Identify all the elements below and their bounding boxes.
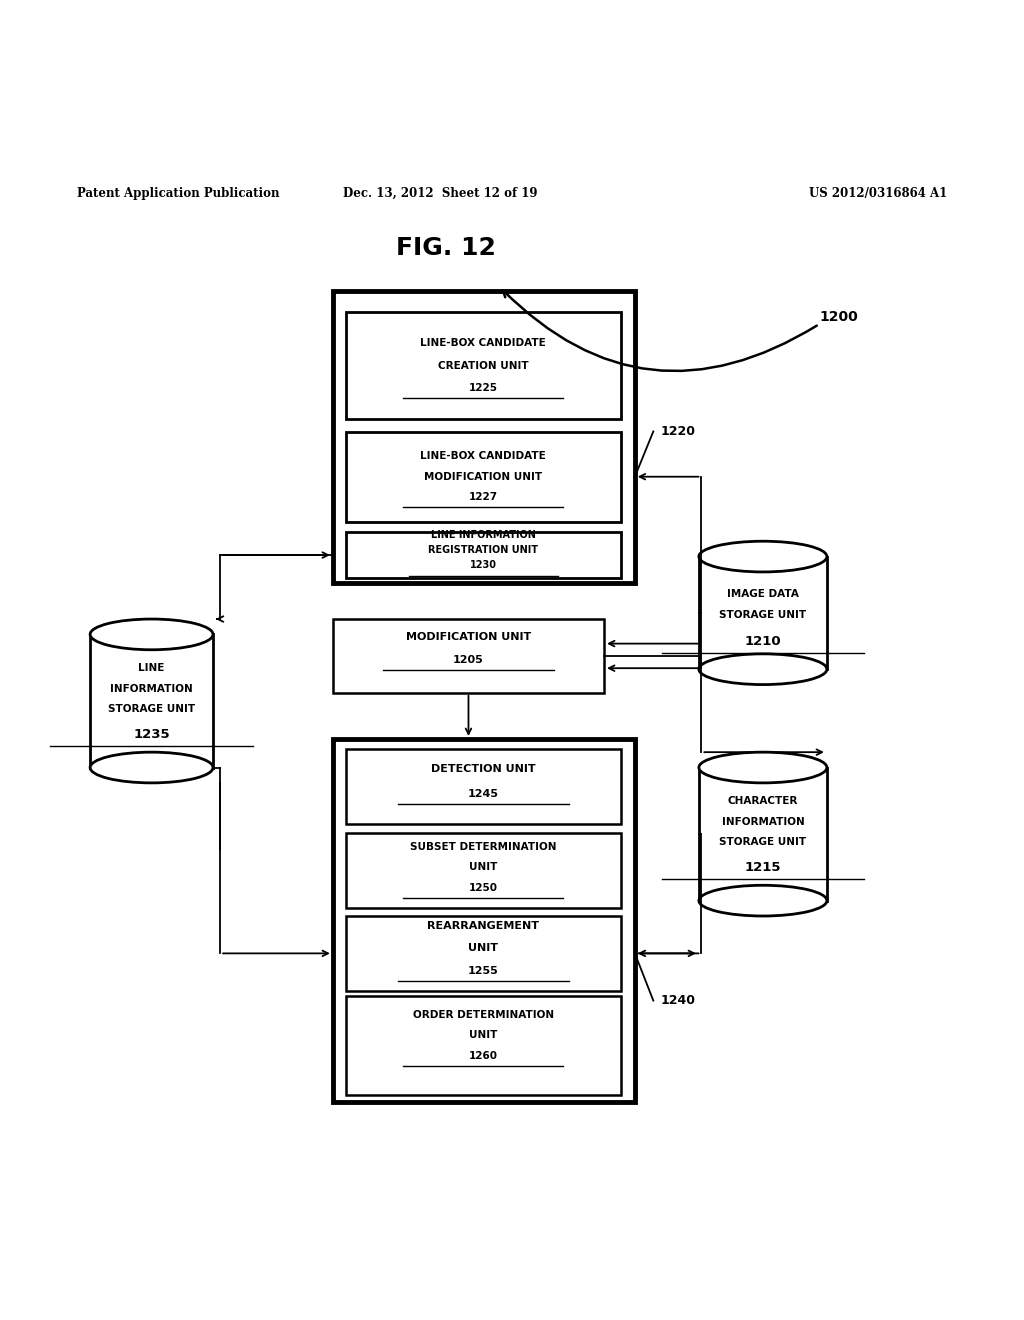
Text: 1245: 1245 [468,788,499,799]
Text: 1240: 1240 [660,994,695,1007]
Ellipse shape [90,752,213,783]
Text: 1215: 1215 [744,862,781,874]
Text: IMAGE DATA: IMAGE DATA [727,590,799,599]
Ellipse shape [698,752,827,783]
Bar [333,292,635,583]
Text: REARRANGEMENT: REARRANGEMENT [427,921,540,931]
Ellipse shape [698,541,827,572]
Text: LINE INFORMATION: LINE INFORMATION [431,529,536,540]
Text: MODIFICATION UNIT: MODIFICATION UNIT [424,471,543,482]
Bar [90,635,213,767]
Text: 1227: 1227 [469,492,498,502]
Text: STORAGE UNIT: STORAGE UNIT [719,837,807,847]
Text: STORAGE UNIT: STORAGE UNIT [108,704,196,714]
Ellipse shape [90,619,213,649]
FancyArrowPatch shape [503,290,817,371]
Text: REGISTRATION UNIT: REGISTRATION UNIT [428,545,539,554]
Bar [698,767,827,900]
Text: LINE: LINE [138,663,165,673]
Text: LINE-BOX CANDIDATE: LINE-BOX CANDIDATE [421,338,546,348]
Text: 1260: 1260 [469,1051,498,1061]
Ellipse shape [698,886,827,916]
Bar [333,619,604,693]
Bar [333,739,635,1102]
Bar [346,916,621,991]
Text: STORAGE UNIT: STORAGE UNIT [719,610,807,620]
Text: LINE-BOX CANDIDATE: LINE-BOX CANDIDATE [421,451,546,461]
Bar [698,557,827,669]
Bar [346,312,621,420]
Text: UNIT: UNIT [469,862,498,873]
Text: US 2012/0316864 A1: US 2012/0316864 A1 [809,186,947,199]
Text: CHARACTER: CHARACTER [728,796,798,807]
Text: INFORMATION: INFORMATION [722,817,804,826]
Bar [346,748,621,824]
Text: INFORMATION: INFORMATION [111,684,193,694]
Text: 1210: 1210 [744,635,781,648]
Text: 1205: 1205 [453,655,484,665]
Text: FIG. 12: FIG. 12 [395,236,496,260]
Text: CREATION UNIT: CREATION UNIT [438,360,528,371]
Text: ORDER DETERMINATION: ORDER DETERMINATION [413,1010,554,1020]
Text: 1220: 1220 [660,425,695,438]
Text: MODIFICATION UNIT: MODIFICATION UNIT [406,632,531,643]
Text: Patent Application Publication: Patent Application Publication [77,186,280,199]
Ellipse shape [698,653,827,685]
Text: Dec. 13, 2012  Sheet 12 of 19: Dec. 13, 2012 Sheet 12 of 19 [343,186,538,199]
Text: UNIT: UNIT [468,944,499,953]
Text: 1255: 1255 [468,966,499,975]
Text: 1200: 1200 [819,310,858,323]
Text: SUBSET DETERMINATION: SUBSET DETERMINATION [410,842,557,851]
Text: UNIT: UNIT [469,1031,498,1040]
Bar [346,995,621,1096]
Bar [346,532,621,578]
Bar [346,432,621,521]
Text: 1250: 1250 [469,883,498,892]
Text: 1235: 1235 [133,729,170,742]
Text: 1225: 1225 [469,383,498,393]
Bar [346,833,621,908]
Text: 1230: 1230 [470,560,497,570]
Text: DETECTION UNIT: DETECTION UNIT [431,764,536,774]
